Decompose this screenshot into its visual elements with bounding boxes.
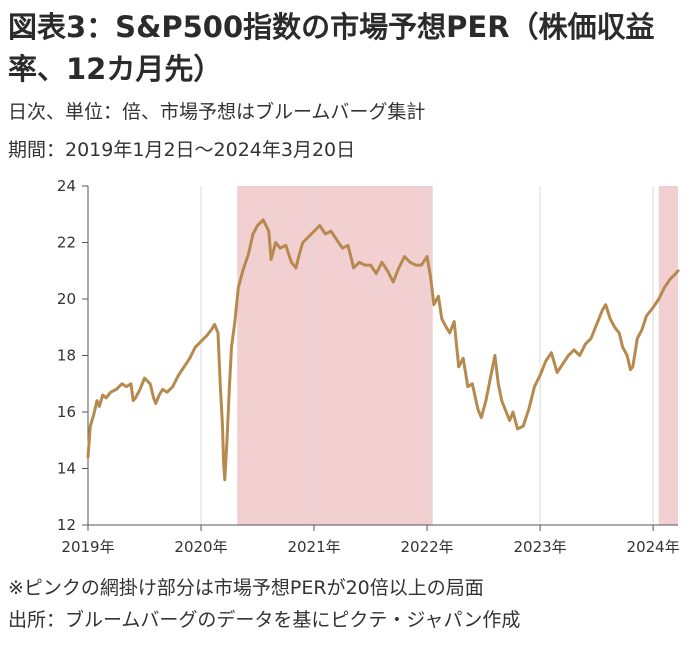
y-tick-label-6: 24 bbox=[57, 177, 76, 195]
chart-subtitle-period: 期間：2019年1月2日～2024年3月20日 bbox=[8, 139, 356, 161]
x-tick-label-2: 2021年 bbox=[287, 538, 340, 556]
x-tick-label-1: 2020年 bbox=[174, 538, 227, 556]
series-line-per-0 bbox=[86, 218, 680, 482]
shaded-region-1 bbox=[658, 186, 678, 525]
y-tick-label-3: 18 bbox=[57, 347, 76, 365]
y-tick-label-2: 16 bbox=[57, 403, 76, 421]
x-tick-label-0: 2019年 bbox=[61, 538, 114, 556]
axis-layer: 2019年 2020年 2021年 2022年 2023年 2024年 12 14 16 18 20… bbox=[57, 177, 680, 556]
per-line-chart: 2019年 2020年 2021年 2022年 2023年 2024年 12 14 16 18 20… bbox=[57, 177, 680, 556]
chart-title: 図表3：S&P500指数の市場予想PER（株価収益率、12カ月先） bbox=[8, 10, 655, 86]
x-tick-label-4: 2023年 bbox=[514, 538, 567, 556]
y-tick-label-5: 22 bbox=[57, 234, 76, 252]
source-note: 出所：ブルームバーグのデータを基にピクテ・ジャパン作成 bbox=[8, 609, 521, 631]
y-tick-label-1: 14 bbox=[57, 460, 76, 478]
y-tick-label-4: 20 bbox=[57, 290, 76, 308]
shading-note: ※ピンクの網掛け部分は市場予想PERが20倍以上の局面 bbox=[8, 577, 484, 599]
x-tick-label-3: 2022年 bbox=[400, 538, 453, 556]
line-layer bbox=[86, 218, 680, 482]
grid-layer bbox=[200, 186, 654, 525]
y-tick-label-0: 12 bbox=[57, 516, 76, 534]
x-tick-label-5: 2024年 bbox=[627, 538, 680, 556]
chart-subtitle-units: 日次、単位：倍、市場予想はブルームバーグ集計 bbox=[8, 101, 426, 123]
